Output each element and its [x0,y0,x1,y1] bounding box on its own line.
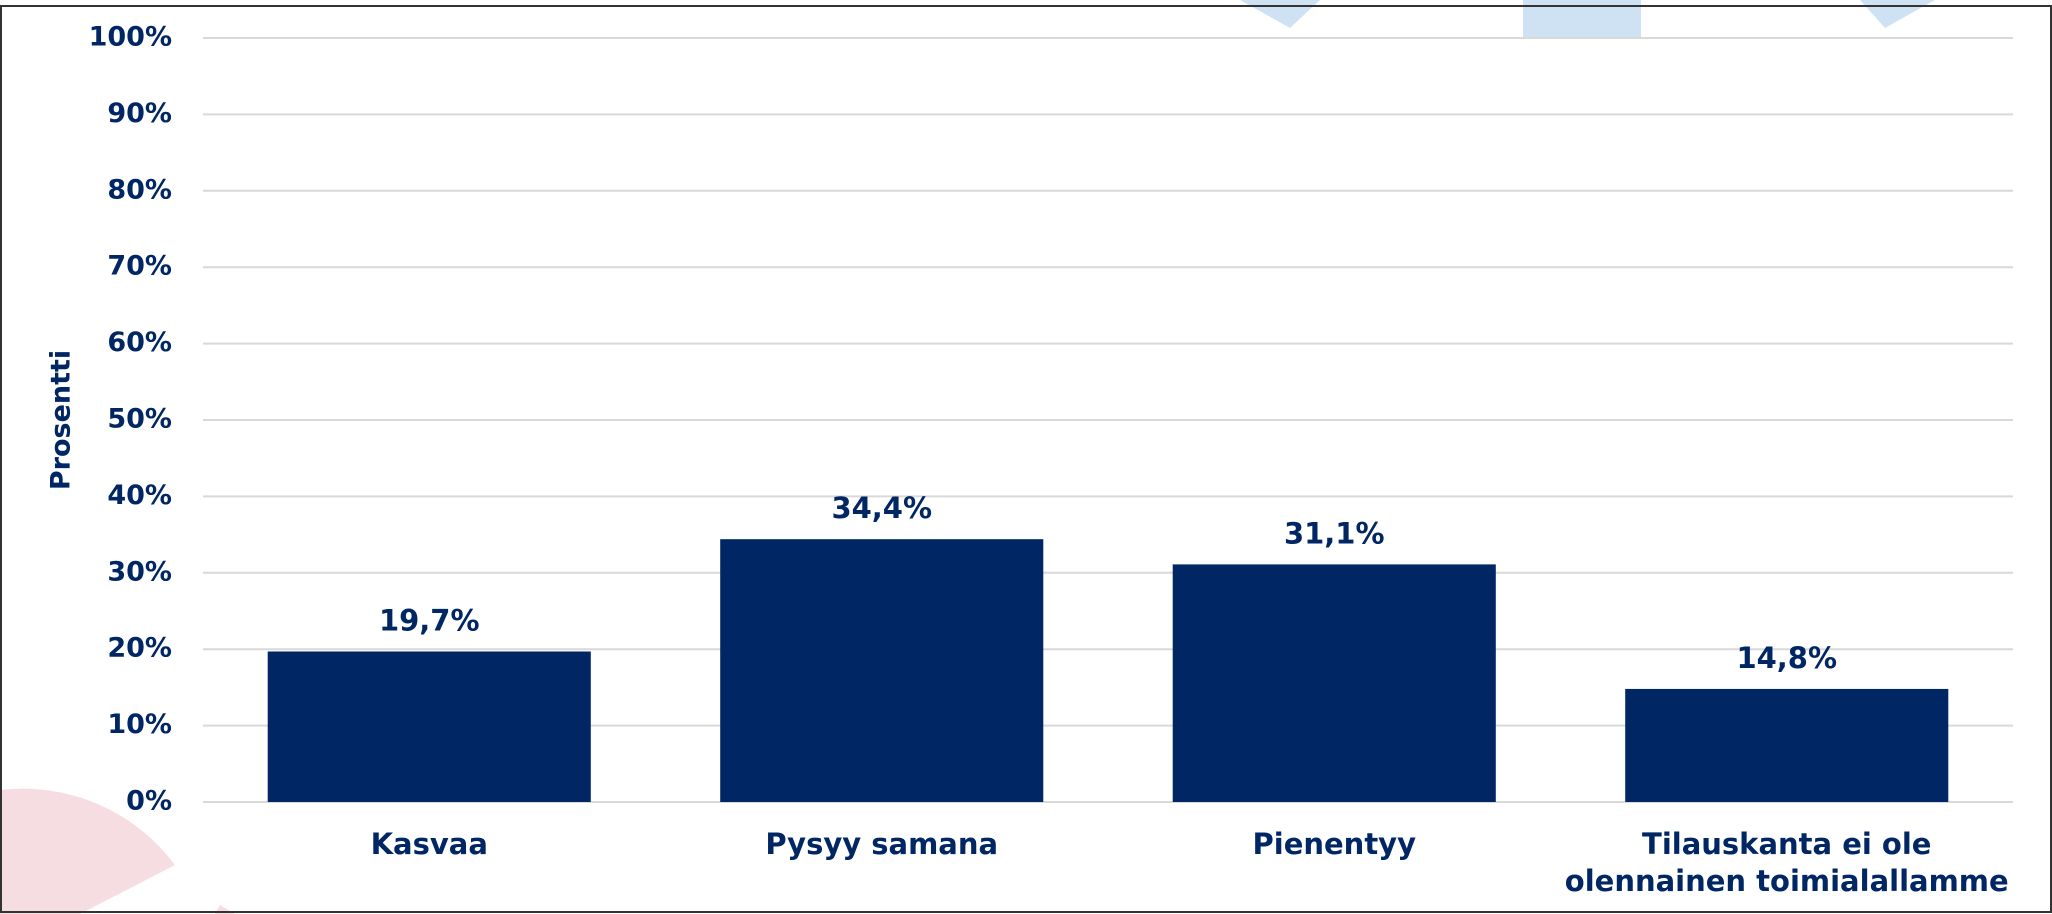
x-tick-label: Pienentyy [1252,827,1417,861]
x-tick-label-box: Kasvaa [370,827,488,861]
x-tick-label-box: Pysyy samana [765,827,999,861]
x-tick-label: Pysyy samana [765,827,999,861]
y-tick-label: 70% [107,251,172,282]
data-label: 31,1% [1284,516,1385,550]
y-tick-label: 60% [107,327,172,358]
x-tick-label: Kasvaa [370,827,488,861]
y-tick-label: 10% [107,709,172,740]
y-tick-label: 50% [107,404,172,435]
x-tick-label-box: Tilauskanta ei ole olennainen toimialall… [1564,827,2009,898]
data-label: 14,8% [1736,641,1837,675]
decoration [1860,0,1935,28]
y-tick-label: 30% [107,556,172,587]
y-tick-label: 80% [107,174,172,205]
bar [1625,688,1949,802]
y-axis-title: Prosentti [46,350,77,490]
x-tick-label-box: Pienentyy [1252,827,1417,861]
decoration [1240,0,1320,28]
x-tick-label: Tilauskanta ei ole olennainen toimialall… [1564,827,2009,898]
y-tick-label: 100% [89,22,172,53]
decoration [0,788,175,914]
y-tick-label: 20% [107,633,172,664]
frame [0,5,2052,913]
bar [267,651,591,802]
bar [1172,564,1496,802]
data-label: 19,7% [379,603,480,637]
y-tick-label: 90% [107,98,172,129]
y-tick-label: 0% [126,786,172,817]
bar [720,539,1044,802]
data-label: 34,4% [831,491,932,525]
y-tick-label: 40% [107,480,172,511]
